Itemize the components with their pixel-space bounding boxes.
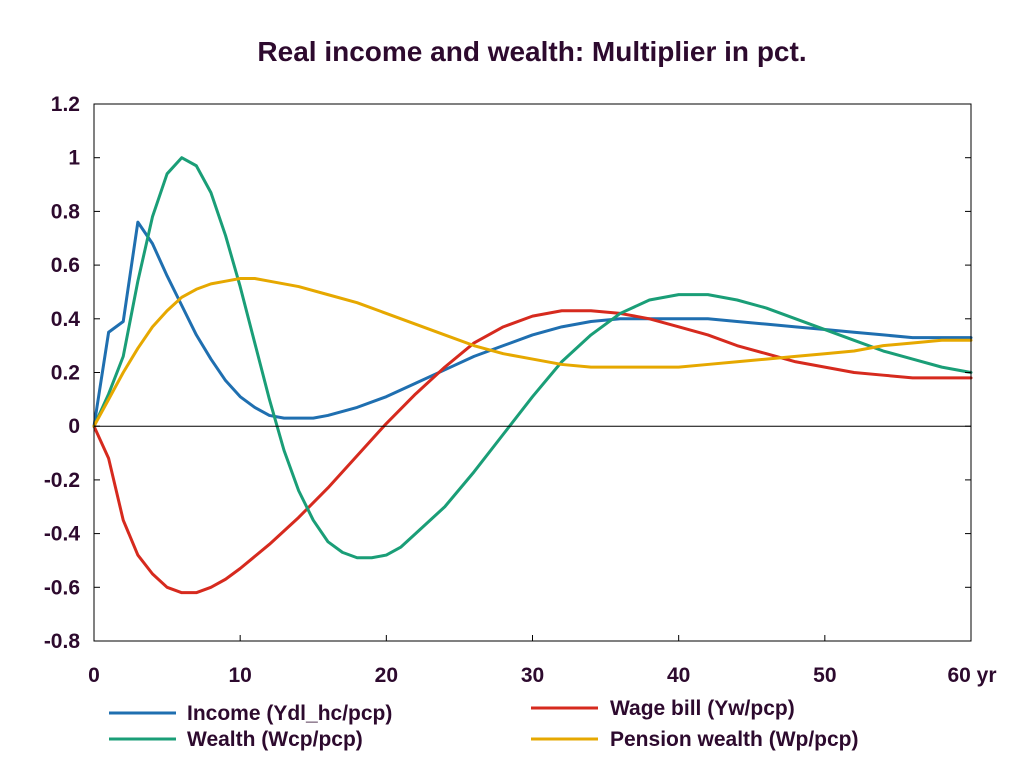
axes (93, 103, 972, 642)
x-tick-label: 50 (813, 664, 836, 687)
legend-label: Wealth (Wcp/pcp) (187, 728, 363, 751)
y-tick-label: 0.6 (51, 254, 80, 277)
legend-label: Pension wealth (Wp/pcp) (610, 728, 859, 751)
x-tick-label: 10 (228, 664, 251, 687)
series-1 (92, 220, 973, 428)
x-tick-label: 60 yr (947, 664, 996, 687)
legend-label: Wage bill (Yw/pcp) (610, 697, 795, 720)
series-line (92, 156, 973, 560)
series-line (92, 220, 973, 428)
y-tick-label: 1.2 (51, 93, 80, 116)
y-tick-label: 0.2 (51, 362, 80, 385)
legend-item: Wage bill (Yw/pcp) (531, 697, 795, 720)
series-3 (92, 156, 973, 560)
y-tick-label: 0.4 (51, 308, 81, 331)
legend: Income (Ydl_hc/pcp) Wage bill (Yw/pcp) Wea… (109, 697, 859, 751)
y-tick-label: -0.6 (44, 576, 80, 599)
plot-frame (93, 103, 972, 642)
legend-label: Income (Ydl_hc/pcp) (187, 702, 392, 725)
y-tick-label: -0.2 (44, 469, 80, 492)
plot-area (92, 156, 973, 595)
series-line (92, 309, 973, 595)
y-tick-label: -0.8 (44, 630, 81, 653)
series-line (92, 277, 973, 428)
x-tick-label: 40 (667, 664, 690, 687)
x-tick-label: 30 (521, 664, 544, 687)
legend-item: Income (Ydl_hc/pcp) (109, 702, 392, 725)
series-4 (92, 277, 973, 428)
legend-item: Wealth (Wcp/pcp) (109, 728, 363, 751)
series-2 (92, 309, 973, 595)
y-tick-label: 0.8 (51, 200, 81, 223)
chart-title: Real income and wealth: Multiplier in pc… (257, 36, 806, 67)
y-tick-label: 0 (68, 415, 80, 438)
y-tick-label: -0.4 (44, 523, 81, 546)
y-tick-label: 1 (68, 147, 80, 170)
x-tick-label: 0 (88, 664, 100, 687)
x-tick-label: 20 (375, 664, 398, 687)
tick-labels: 1.2 1 0.8 0.6 0.4 0.2 0 -0.2 -0.4 -0.6 -0.8 0 10 20 30… (44, 93, 997, 687)
legend-item: Pension wealth (Wp/pcp) (531, 728, 859, 751)
